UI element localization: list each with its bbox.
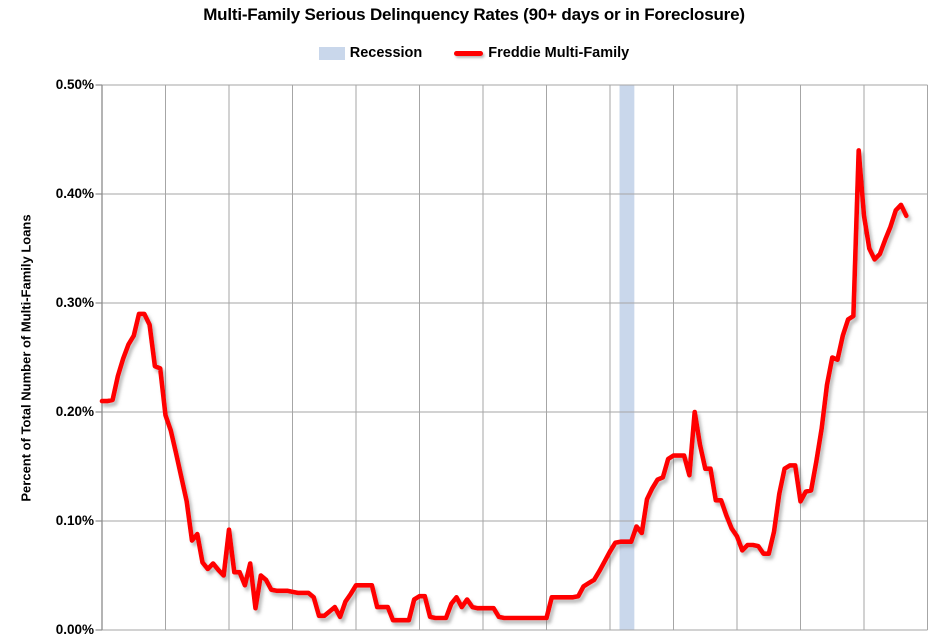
chart-title: Multi-Family Serious Delinquency Rates (…: [203, 5, 745, 24]
y-tick-label: 0.20%: [55, 404, 94, 419]
y-tick-label: 0.40%: [55, 186, 94, 201]
delinquency-rate-line: [99, 148, 909, 623]
recession-swatch: [318, 46, 345, 60]
series-line-swatch: [454, 50, 484, 56]
y-tick-label: 0.30%: [55, 295, 94, 310]
legend: Recession Freddie Multi-Family: [0, 45, 948, 61]
legend-label-recession: Recession: [349, 45, 423, 61]
legend-item-recession: Recession: [318, 45, 423, 61]
y-tick-label: 0.10%: [55, 513, 94, 528]
y-tick-label: 0.50%: [55, 77, 94, 92]
legend-label-series: Freddie Multi-Family: [488, 45, 630, 61]
recession-band: [619, 85, 635, 630]
legend-item-freddie: Freddie Multi-Family: [454, 45, 629, 61]
